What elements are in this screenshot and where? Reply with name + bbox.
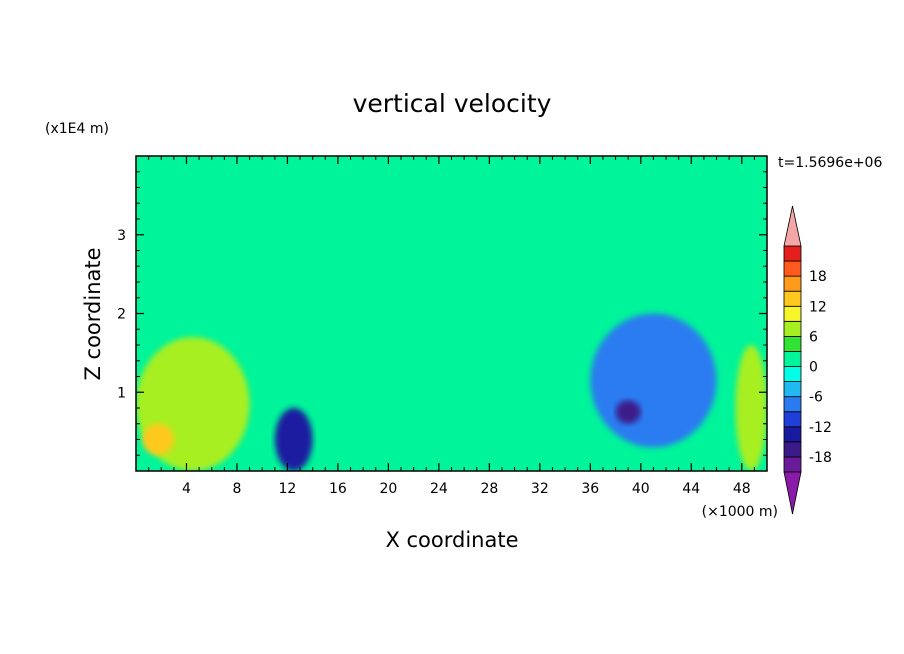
colorbar-under-arrow	[783, 471, 802, 515]
x-tick-label: 28	[480, 481, 498, 497]
x-tick-label: 40	[632, 481, 650, 497]
y-axis-unit: (x1E4 m)	[45, 121, 109, 137]
y-axis-label: Z coordinate	[81, 247, 105, 380]
x-tick-label: 32	[531, 481, 549, 497]
colorbar-label: 12	[809, 299, 827, 315]
colorbar-segment	[783, 411, 802, 428]
colorbar-segment	[783, 456, 802, 473]
colorbar-segment	[783, 320, 802, 337]
y-axis: 1 2 3	[117, 171, 767, 456]
colorbar-segment	[783, 305, 802, 322]
colorbar-segment	[783, 381, 802, 398]
field-region	[735, 345, 767, 471]
x-tick-label: 48	[733, 481, 751, 497]
colorbar-over-arrow	[783, 205, 802, 247]
colorbar-segment	[783, 441, 802, 458]
colorbar-label: -18	[809, 450, 832, 466]
velocity-field	[136, 234, 767, 471]
y-tick-label: 2	[117, 307, 126, 323]
y-tick-label: 1	[117, 385, 126, 401]
colorbar-label: 0	[809, 360, 818, 376]
colorbar-segment	[783, 351, 802, 367]
field-region	[142, 423, 174, 456]
colorbar-segment	[783, 426, 802, 443]
colorbar-segment	[783, 245, 802, 262]
colorbar-segment	[783, 275, 802, 292]
chart-title: vertical velocity	[353, 89, 552, 118]
x-tick-label: 16	[329, 481, 347, 497]
time-label: t=1.5696e+06	[778, 155, 882, 171]
colorbar-segment	[783, 290, 802, 307]
colorbar-segment	[783, 366, 802, 382]
x-tick-label: 36	[581, 481, 599, 497]
x-tick-label: 20	[379, 481, 397, 497]
colorbar-segment	[783, 335, 802, 352]
colorbar-label: -12	[809, 420, 832, 436]
plot-area	[135, 155, 768, 472]
x-tick-label: 12	[279, 481, 297, 497]
y-tick-label: 3	[117, 228, 126, 244]
colorbar-segment	[783, 260, 802, 277]
x-tick-label: 8	[232, 481, 241, 497]
colorbar-segment	[783, 396, 802, 413]
x-tick-label: 24	[430, 481, 448, 497]
x-axis-label: X coordinate	[385, 528, 518, 552]
x-axis: 4 8 12 16 20 24 28 32 36 40 44 48	[148, 156, 755, 497]
colorbar: 18 12 6 0 -6 -12 -18	[783, 205, 832, 515]
field-region	[136, 234, 767, 251]
colorbar-label: -6	[809, 390, 823, 406]
x-tick-label: 44	[682, 481, 700, 497]
field-region	[590, 313, 717, 448]
colorbar-label: 18	[809, 269, 827, 285]
field-region	[274, 408, 313, 471]
x-tick-label: 4	[182, 481, 191, 497]
x-axis-unit: (×1000 m)	[702, 504, 778, 520]
field-region	[615, 400, 641, 424]
colorbar-label: 6	[809, 329, 818, 345]
